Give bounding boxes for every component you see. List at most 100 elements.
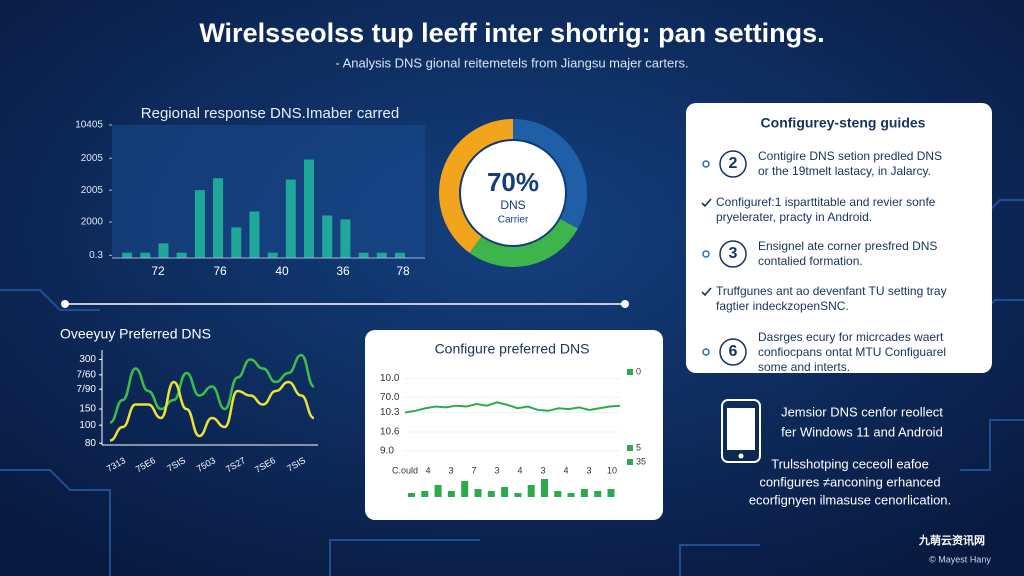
- legend-label: 35: [636, 456, 646, 466]
- legend-swatch: [627, 369, 633, 375]
- y-tick-label: 70.0: [380, 392, 400, 403]
- step-text: fagtier indeckzopenSNC.: [716, 299, 849, 313]
- divider-dot: [621, 300, 629, 308]
- x-tick-label: C.ould: [392, 465, 418, 475]
- mini-bar: [580, 489, 588, 497]
- mini-bar: [501, 487, 509, 497]
- step-text: Dasrges ecury for micrcades waert: [758, 330, 944, 344]
- donut-label: DNS: [500, 198, 525, 212]
- guide-title: Configurey-steng guides: [761, 115, 926, 131]
- mini-bar: [421, 491, 429, 497]
- guide-card: [686, 103, 992, 373]
- x-tick-label: 4: [563, 465, 568, 475]
- device-text: Trulsshotping ceceoll eafoe: [771, 456, 929, 471]
- step-text: some and interts.: [758, 360, 850, 374]
- trace: [0, 469, 111, 576]
- mini-bar: [514, 493, 522, 497]
- bar-plot-area: [112, 125, 425, 258]
- x-tick-label: 10: [607, 465, 617, 475]
- bar: [376, 252, 387, 258]
- phone-button: [738, 453, 744, 459]
- bar: [340, 219, 351, 258]
- y-tick-label: 300: [79, 354, 96, 365]
- bar: [304, 159, 315, 258]
- x-tick-label: 3: [494, 465, 499, 475]
- legend-swatch: [627, 459, 633, 465]
- mini-bar: [487, 491, 495, 497]
- step-badge: [719, 240, 747, 268]
- device-text: configures ≠anconing erhanced: [759, 474, 940, 489]
- mini-bar: [527, 485, 535, 497]
- bar: [267, 252, 278, 258]
- x-tick-label: 3: [540, 465, 545, 475]
- step-text: pryelerater, practy in Android.: [716, 210, 872, 224]
- subtitle: - Analysis DNS gional reitemetels from J…: [335, 55, 688, 70]
- y-tick-label: 10.0: [380, 373, 400, 384]
- bar-chart-title: Regional response DNS.Imaber carred: [141, 105, 399, 122]
- y-tick-label: 10405: [75, 120, 103, 131]
- y-tick-label: 7/90: [77, 384, 97, 395]
- legend-swatch: [627, 445, 633, 451]
- divider-dot: [61, 300, 69, 308]
- y-tick-label: 10.6: [380, 427, 400, 438]
- bar: [358, 252, 369, 258]
- bar: [158, 243, 169, 258]
- y-tick-label: 80: [85, 438, 97, 449]
- config-line: [404, 401, 621, 414]
- bullet-dot: [702, 250, 710, 258]
- config-title: Configure preferred DNS: [435, 341, 590, 357]
- donut-segment: [439, 119, 513, 253]
- x-tick-label: 4: [425, 465, 430, 475]
- step-text: or the 19tmelt lastacy, in Jalarcy.: [758, 164, 931, 178]
- bar: [322, 215, 333, 258]
- circuit-decor: [0, 199, 1024, 576]
- trace: [679, 544, 760, 576]
- x-tick-label: 36: [336, 264, 350, 278]
- watermark-credit: © Mayest Hany: [929, 554, 991, 564]
- bar: [249, 211, 260, 258]
- bar: [231, 227, 242, 258]
- trace: [960, 419, 1024, 471]
- y-tick-label: 0.3: [89, 250, 103, 261]
- line-series: [109, 380, 315, 442]
- phone-screen: [727, 408, 755, 450]
- bar: [194, 190, 205, 258]
- y-tick-label: 2005: [81, 185, 104, 196]
- mini-bar: [567, 493, 575, 497]
- x-tick-label: 7: [471, 465, 476, 475]
- device-text: ecorfignyen ilmasuse cenorlication.: [749, 492, 951, 507]
- legend-label: 5: [636, 442, 641, 452]
- step-text: contalied formation.: [758, 254, 863, 268]
- step-text: confiocpans ontat MTU Configuarel: [758, 345, 946, 359]
- y-tick-label: 7/60: [77, 369, 97, 380]
- step-text: Configuref:1 isparttitable and revier so…: [716, 195, 936, 209]
- donut-label: Carrier: [498, 215, 529, 226]
- trace: [329, 539, 480, 576]
- mini-bar: [607, 489, 615, 497]
- step-number: 2: [729, 155, 738, 172]
- x-tick-label: 78: [396, 264, 410, 278]
- step-badge: [719, 338, 747, 366]
- step-text: Ensignel ate corner presfred DNS: [758, 239, 937, 253]
- donut-segment: [469, 219, 578, 267]
- y-tick-label: 10.3: [380, 407, 400, 418]
- mini-bar: [447, 491, 455, 497]
- device-heading: fer Windows 11 and Android: [781, 424, 943, 439]
- x-tick-label: 3: [586, 465, 591, 475]
- donut-center: [461, 141, 565, 245]
- legend-label: 0: [636, 366, 641, 376]
- bullet-dot: [702, 160, 710, 168]
- bullet-dot: [702, 348, 710, 356]
- step-text: Truffgunes ant ao devenfant TU setting t…: [716, 284, 947, 298]
- mini-bar: [594, 491, 602, 497]
- config-card: [365, 330, 663, 520]
- trace: [0, 289, 100, 311]
- x-tick-label: 72: [151, 264, 165, 278]
- bar: [285, 179, 296, 258]
- x-tick-label: 4: [517, 465, 522, 475]
- bar: [394, 252, 405, 258]
- line-series: [109, 353, 315, 424]
- device-heading: Jemsior DNS cenfor reollect: [781, 404, 943, 419]
- x-tick-label: 76: [213, 264, 227, 278]
